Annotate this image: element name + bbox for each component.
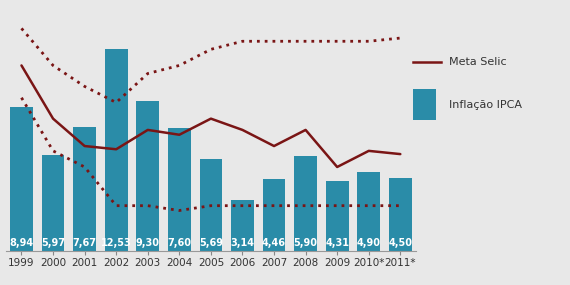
Text: 4,31: 4,31 — [325, 238, 349, 248]
FancyBboxPatch shape — [413, 89, 436, 120]
Text: 7,60: 7,60 — [168, 238, 192, 248]
Text: 8,94: 8,94 — [10, 238, 34, 248]
Text: Inflação IPCA: Inflação IPCA — [449, 100, 522, 110]
Text: 4,50: 4,50 — [388, 238, 412, 248]
Bar — [326, 181, 348, 251]
Text: 9,30: 9,30 — [136, 238, 160, 248]
Text: 12,53: 12,53 — [101, 238, 132, 248]
Text: 3,14: 3,14 — [230, 238, 254, 248]
Bar — [74, 127, 96, 251]
Text: 5,90: 5,90 — [294, 238, 317, 248]
Text: Meta Selic: Meta Selic — [449, 57, 507, 67]
Bar — [136, 101, 159, 251]
Bar — [168, 128, 191, 251]
Bar — [200, 159, 222, 251]
Bar — [10, 107, 33, 251]
Bar — [357, 172, 380, 251]
Text: 4,46: 4,46 — [262, 238, 286, 248]
Bar — [105, 49, 128, 251]
Bar — [263, 179, 286, 251]
Text: 5,69: 5,69 — [199, 238, 223, 248]
Bar — [389, 178, 412, 251]
Bar — [231, 200, 254, 251]
Text: 5,97: 5,97 — [41, 238, 65, 248]
Bar — [294, 156, 317, 251]
Text: 7,67: 7,67 — [72, 238, 97, 248]
Bar — [42, 154, 64, 251]
Text: 4,90: 4,90 — [357, 238, 381, 248]
